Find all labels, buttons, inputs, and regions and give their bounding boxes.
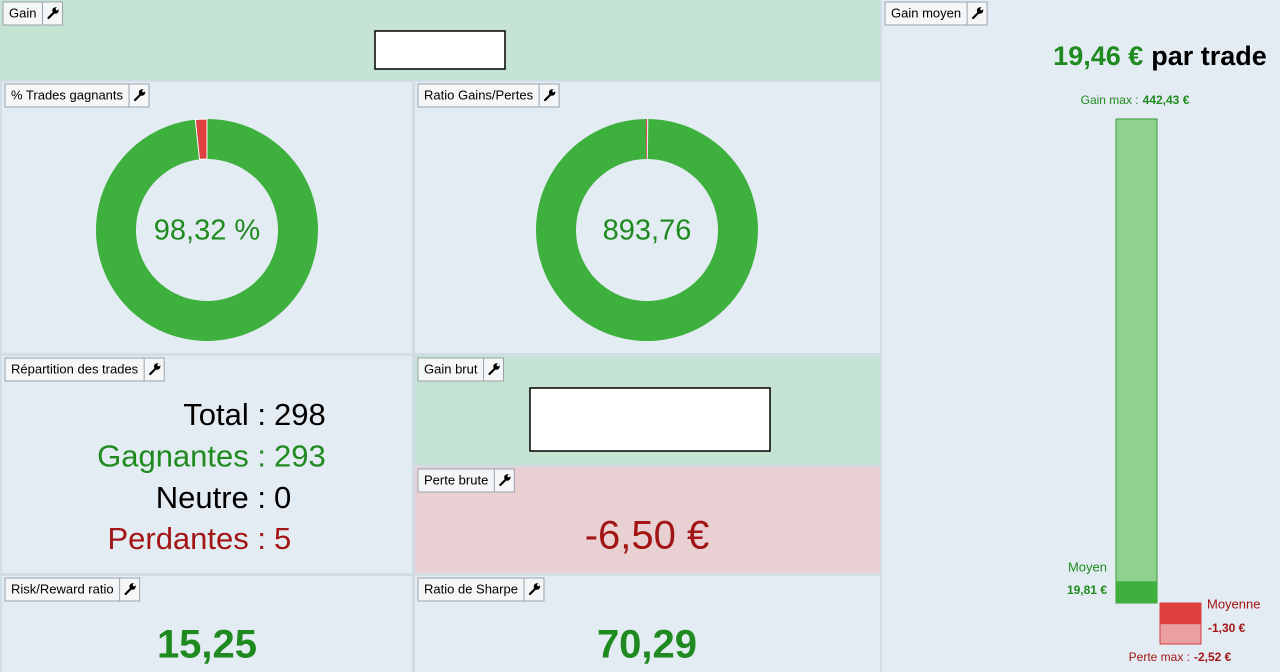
wrench-handle: [499, 477, 508, 487]
max-gain-value: 442,43 €: [1143, 93, 1190, 107]
panel-title: % Trades gagnants: [11, 87, 124, 102]
wrench-icon[interactable]: [124, 583, 136, 596]
wrench-handle: [47, 10, 56, 20]
max-loss-value: -2,52 €: [1194, 650, 1232, 664]
panel-tab: Gain moyen: [884, 1, 988, 26]
panel-bg: [2, 356, 412, 573]
wrench-notch: [496, 363, 500, 367]
max-loss-label: Perte max : -2,52 €: [1129, 650, 1232, 664]
wrench-notch: [537, 583, 540, 587]
max-loss-caption: Perte max :: [1129, 650, 1190, 664]
average-gain-suffix: par trade: [1151, 41, 1267, 71]
tab-box: [884, 1, 988, 26]
wrench-handle: [528, 586, 538, 596]
tab-box: [417, 357, 504, 382]
panel-title: Gain: [9, 5, 36, 20]
sharpe-value: 70,29: [597, 623, 697, 667]
wrench-handle: [133, 92, 143, 102]
breakdown-value: 298: [274, 397, 326, 432]
wrench-handle: [544, 92, 553, 102]
panel-title: Ratio de Sharpe: [424, 581, 518, 596]
panel-tab: Gain: [2, 1, 63, 26]
tab-box: [4, 357, 165, 382]
wrench-icon[interactable]: [149, 363, 161, 376]
tab-box: [4, 577, 141, 602]
tab-box: [4, 83, 150, 108]
mean-gain-value: 19,81 €: [1067, 583, 1107, 597]
wrench-handle: [971, 10, 981, 20]
average-gain-value: 19,46 €: [1053, 41, 1143, 71]
risk-reward-value: 15,25: [157, 623, 257, 667]
wrench-notch: [142, 89, 145, 93]
breakdown-value: 293: [274, 438, 326, 473]
wrench-icon[interactable]: [971, 7, 984, 20]
masked-value: [529, 387, 771, 452]
breakdown-value: 5: [274, 521, 291, 556]
breakdown-label: Total :: [183, 397, 266, 432]
panel-tab: Gain brut: [417, 357, 504, 382]
wrench-notch: [507, 474, 511, 478]
donut-loss-arc: [645, 119, 647, 160]
panel-tab: Ratio de Sharpe: [417, 577, 545, 602]
mean-loss-value: -1,30 €: [1208, 621, 1246, 635]
mean-gain-bar: [1116, 581, 1157, 603]
panel-tab: Répartition des trades: [4, 357, 165, 382]
panel-title: Gain moyen: [891, 5, 961, 20]
wrench-handle: [149, 366, 158, 376]
breakdown-label: Gagnantes :: [97, 438, 266, 473]
masked-value: [374, 30, 506, 70]
donut-label: 893,76: [603, 215, 692, 247]
panel-title: Perte brute: [424, 472, 488, 487]
donut-win-arc: [95, 119, 318, 341]
mean-loss-bar: [1160, 603, 1201, 625]
tab-box: [2, 1, 63, 26]
tab-box: [417, 468, 515, 493]
wrench-handle: [124, 586, 133, 596]
wrench-notch: [132, 583, 136, 587]
donut-gain-arc: [535, 119, 758, 341]
wrench-notch: [980, 7, 983, 11]
mean-loss-caption: Moyenne: [1207, 596, 1260, 611]
tab-box: [417, 577, 545, 602]
panel-title: Gain brut: [424, 361, 478, 376]
mean-gain-caption: Moyen: [1068, 559, 1107, 574]
wrench-icon[interactable]: [528, 583, 541, 596]
gross-loss-value: -6,50 €: [585, 514, 710, 558]
panel-tab: Ratio Gains/Pertes: [417, 83, 560, 108]
wrench-icon[interactable]: [47, 7, 59, 20]
wrench-notch: [55, 7, 59, 11]
wrench-icon[interactable]: [133, 89, 146, 102]
breakdown-value: 0: [274, 480, 291, 515]
panel-tab: % Trades gagnants: [4, 83, 150, 108]
panel-bg: [882, 0, 1280, 672]
tab-box: [417, 83, 560, 108]
donut-label: 98,32 %: [154, 215, 260, 247]
panel-tab: Risk/Reward ratio: [4, 577, 141, 602]
panel-title: Ratio Gains/Pertes: [424, 87, 534, 102]
wrench-notch: [157, 363, 160, 367]
panel-title: Répartition des trades: [11, 361, 139, 376]
max-gain-caption: Gain max :: [1081, 93, 1139, 107]
max-gain-label: Gain max : 442,43 €: [1081, 93, 1190, 107]
donut-loss-arc: [194, 118, 208, 160]
average-gain-headline: 19,46 € par trade: [1053, 41, 1267, 71]
breakdown-label: Neutre :: [156, 480, 266, 515]
panel-title: Risk/Reward ratio: [11, 581, 114, 596]
max-gain-bar: [1115, 118, 1158, 604]
wrench-icon[interactable]: [488, 363, 500, 376]
panel-tab: Perte brute: [417, 468, 515, 493]
wrench-handle: [488, 366, 497, 376]
wrench-notch: [552, 89, 555, 93]
wrench-icon[interactable]: [544, 89, 556, 102]
wrench-icon[interactable]: [499, 474, 511, 487]
breakdown-label: Perdantes :: [107, 521, 266, 556]
